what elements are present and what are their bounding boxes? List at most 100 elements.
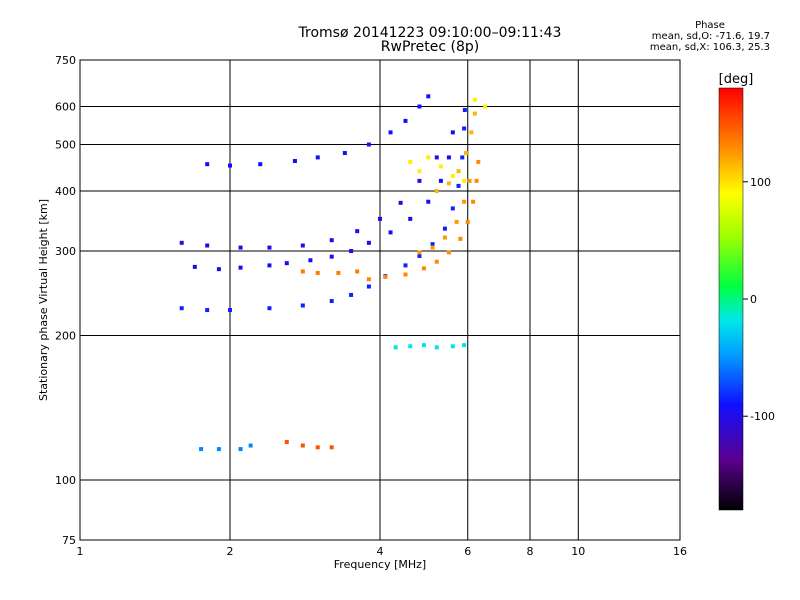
x-tick-label: 8 xyxy=(527,545,534,558)
data-point xyxy=(403,263,408,268)
data-point xyxy=(450,130,455,135)
data-point xyxy=(329,238,334,243)
data-point xyxy=(205,308,210,313)
data-point xyxy=(329,254,334,259)
colorbar-unit: [deg] xyxy=(719,72,754,87)
data-point xyxy=(438,178,443,183)
data-point xyxy=(462,108,467,113)
data-point xyxy=(355,269,360,274)
data-point xyxy=(434,155,439,160)
data-point xyxy=(292,159,297,164)
y-tick-label: 300 xyxy=(55,245,76,258)
y-tick-label: 500 xyxy=(55,139,76,152)
data-point xyxy=(467,178,472,183)
data-points xyxy=(179,94,488,452)
data-point xyxy=(216,447,221,452)
data-point xyxy=(238,265,243,270)
phase-stats-o: mean, sd,O: -71.6, 19.7 xyxy=(651,31,770,42)
data-point xyxy=(366,277,371,282)
data-point xyxy=(403,272,408,277)
data-point xyxy=(179,306,184,311)
data-point xyxy=(446,155,451,160)
data-point xyxy=(434,259,439,264)
data-point xyxy=(349,249,354,254)
data-point xyxy=(417,104,422,109)
phase-stats: Phase mean, sd,O: -71.6, 19.7 mean, sd,X… xyxy=(560,20,770,53)
data-point xyxy=(366,240,371,245)
data-point xyxy=(460,155,465,160)
data-point xyxy=(238,245,243,250)
data-point xyxy=(434,345,439,350)
data-point xyxy=(442,235,447,240)
chart-subtitle: RwPretec (8p) xyxy=(380,39,480,55)
data-point xyxy=(329,445,334,450)
data-point xyxy=(284,440,289,445)
data-point xyxy=(366,142,371,147)
x-tick-label: 4 xyxy=(377,545,384,558)
data-point xyxy=(267,245,272,250)
data-point xyxy=(450,344,455,349)
data-point xyxy=(248,443,253,448)
data-point xyxy=(471,199,476,204)
data-point xyxy=(456,183,461,188)
data-point xyxy=(438,164,443,169)
data-point xyxy=(430,242,435,247)
phase-stats-x: mean, sd,X: 106.3, 25.3 xyxy=(649,42,770,53)
data-point xyxy=(408,344,413,349)
y-tick-label: 75 xyxy=(62,534,76,547)
data-point xyxy=(462,126,467,131)
data-point xyxy=(179,240,184,245)
data-point xyxy=(426,155,431,160)
data-point xyxy=(336,270,341,275)
data-point xyxy=(474,178,479,183)
data-point xyxy=(472,97,477,102)
data-point xyxy=(238,447,243,452)
data-point xyxy=(426,94,431,99)
data-point xyxy=(408,159,413,164)
x-tick-label: 16 xyxy=(673,545,687,558)
colorbar-tick-label: 0 xyxy=(750,293,757,306)
data-point xyxy=(398,200,403,205)
data-point xyxy=(315,445,320,450)
data-point xyxy=(456,169,461,174)
x-tick-label: 2 xyxy=(227,545,234,558)
data-point xyxy=(315,155,320,160)
data-point xyxy=(267,263,272,268)
data-point xyxy=(421,266,426,271)
data-point xyxy=(450,173,455,178)
data-point xyxy=(472,111,477,116)
plot-frame xyxy=(79,59,681,541)
data-point xyxy=(228,163,232,168)
data-point xyxy=(417,253,422,258)
data-point xyxy=(300,443,305,448)
chart-title: Tromsø 20141223 09:10:00–09:11:43 xyxy=(298,25,562,41)
data-point xyxy=(462,199,467,204)
y-tick-label: 100 xyxy=(55,474,76,487)
y-axis-label: Stationary phase Virtual Height [km] xyxy=(37,199,50,401)
x-axis-label: Frequency [MHz] xyxy=(334,558,426,571)
data-point xyxy=(216,267,221,272)
data-point xyxy=(199,447,204,452)
colorbar-ticks: 100 0 -100 xyxy=(743,176,775,423)
data-point xyxy=(442,226,447,231)
data-point xyxy=(463,151,468,156)
data-point xyxy=(366,284,371,289)
data-point xyxy=(192,264,197,269)
data-point xyxy=(228,308,232,313)
x-tick-label: 10 xyxy=(571,545,585,558)
grid xyxy=(80,60,680,540)
tick-labels: 1 2 4 6 8 10 16 75 100 200 300 400 500 600 750 xyxy=(55,54,687,558)
y-tick-label: 750 xyxy=(55,54,76,67)
data-point xyxy=(465,219,470,224)
data-point xyxy=(378,216,382,221)
data-point xyxy=(476,159,481,164)
data-point xyxy=(300,303,305,308)
data-point xyxy=(300,269,305,274)
axes xyxy=(79,59,681,541)
x-tick-label: 6 xyxy=(464,545,471,558)
data-point xyxy=(308,258,313,263)
colorbar-tick-label: -100 xyxy=(750,410,775,423)
data-point xyxy=(355,229,360,234)
